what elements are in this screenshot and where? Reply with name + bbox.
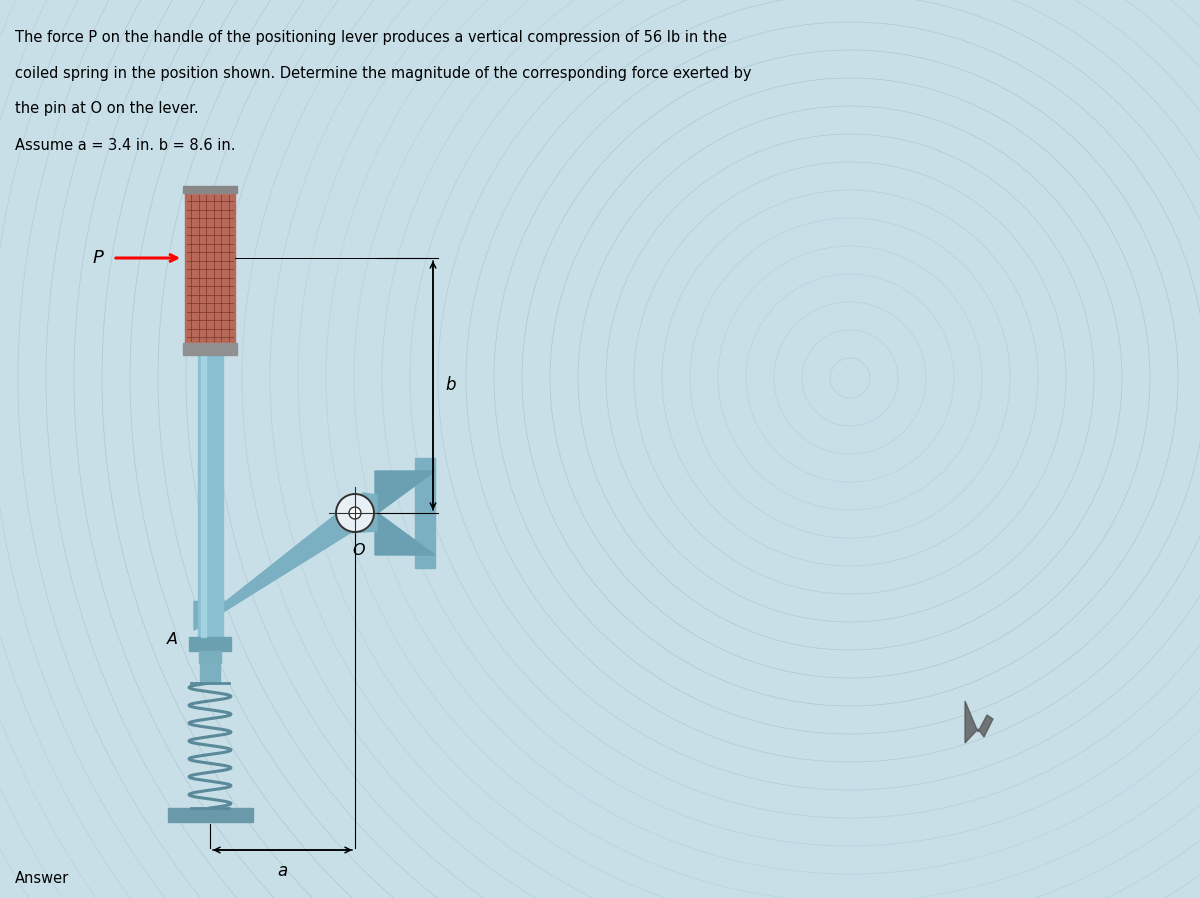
Text: Answer: Answer bbox=[16, 871, 70, 886]
Text: Assume a = 3.4 in. b = 8.6 in.: Assume a = 3.4 in. b = 8.6 in. bbox=[16, 138, 235, 153]
Bar bbox=[184, 343, 238, 355]
Bar bbox=[168, 808, 252, 822]
Bar bbox=[199, 651, 221, 663]
Polygon shape bbox=[194, 493, 377, 630]
Text: P: P bbox=[92, 249, 103, 267]
Bar bbox=[198, 343, 222, 637]
Bar bbox=[185, 193, 235, 343]
Bar bbox=[184, 186, 238, 193]
Bar bbox=[200, 648, 220, 683]
Text: the pin at O on the lever.: the pin at O on the lever. bbox=[16, 101, 199, 116]
Text: The force P on the handle of the positioning lever produces a vertical compressi: The force P on the handle of the positio… bbox=[16, 30, 727, 45]
Text: A: A bbox=[167, 632, 178, 647]
Bar bbox=[200, 343, 205, 637]
Polygon shape bbox=[376, 511, 436, 555]
Text: coiled spring in the position shown. Determine the magnitude of the correspondin: coiled spring in the position shown. Det… bbox=[16, 66, 751, 81]
Circle shape bbox=[336, 494, 374, 532]
Text: O: O bbox=[353, 543, 365, 558]
Bar bbox=[415, 458, 436, 568]
Bar bbox=[190, 637, 232, 651]
Polygon shape bbox=[376, 471, 436, 515]
Text: a: a bbox=[277, 862, 288, 880]
Circle shape bbox=[349, 507, 361, 519]
Polygon shape bbox=[965, 701, 994, 743]
Text: b: b bbox=[445, 376, 456, 394]
